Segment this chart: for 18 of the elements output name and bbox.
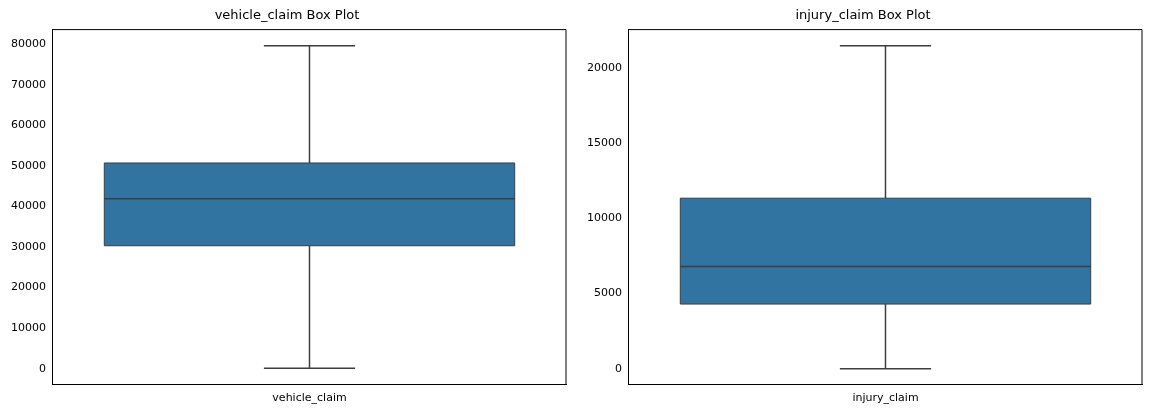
x-tick-label: injury_claim [852, 391, 919, 405]
y-tick-label: 20000 [10, 280, 46, 294]
y-tick-label: 60000 [10, 118, 46, 132]
y-tick-label: 80000 [10, 36, 46, 50]
y-tick-label: 50000 [10, 158, 46, 172]
y-tick-label: 0 [38, 361, 46, 375]
chart-title: vehicle_claim Box Plot [214, 7, 360, 23]
x-tick-label: vehicle_claim [272, 391, 347, 405]
y-tick-label: 70000 [10, 77, 46, 91]
y-tick-label: 5000 [593, 286, 622, 300]
y-tick-label: 10000 [10, 320, 46, 334]
y-tick-label: 40000 [10, 199, 46, 213]
y-tick-label: 30000 [10, 239, 46, 253]
y-tick-label: 10000 [586, 211, 622, 225]
y-tick-label: 20000 [586, 61, 622, 75]
y-tick-label: 0 [614, 361, 622, 375]
y-tick-label: 15000 [586, 136, 622, 150]
chart-title: injury_claim Box Plot [795, 7, 931, 23]
